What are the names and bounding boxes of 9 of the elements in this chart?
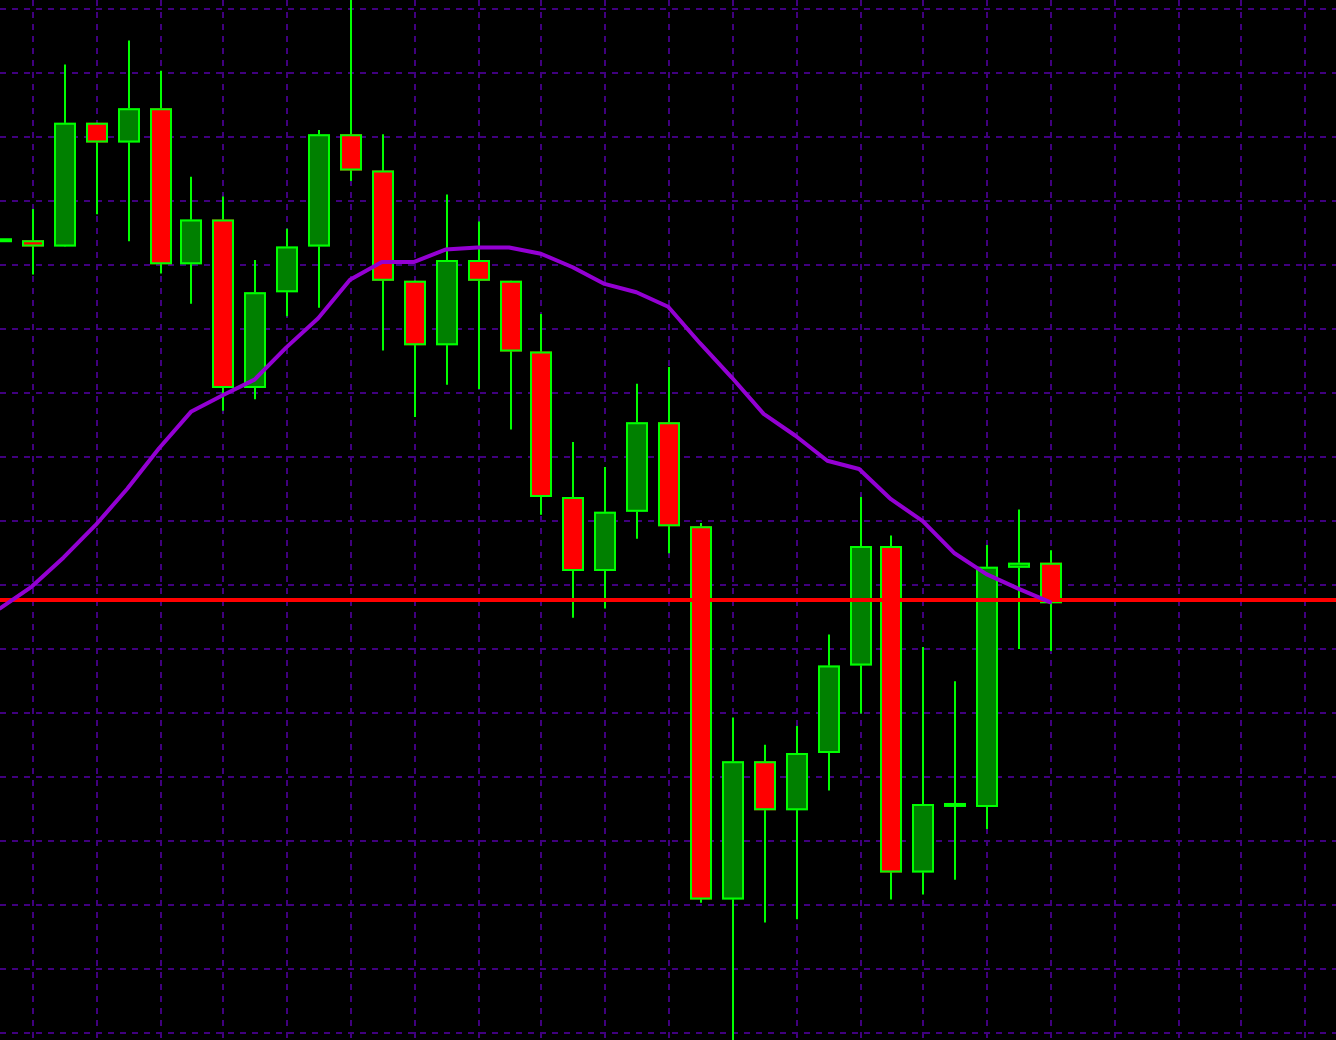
candlestick [118,39,140,243]
candlestick [468,220,490,390]
candlestick [180,175,202,305]
candlestick [340,0,362,182]
candlestick [944,680,966,881]
candlestick [276,227,298,318]
candlestick [1008,508,1030,650]
candlestick [22,208,44,276]
candlestick [86,121,108,216]
